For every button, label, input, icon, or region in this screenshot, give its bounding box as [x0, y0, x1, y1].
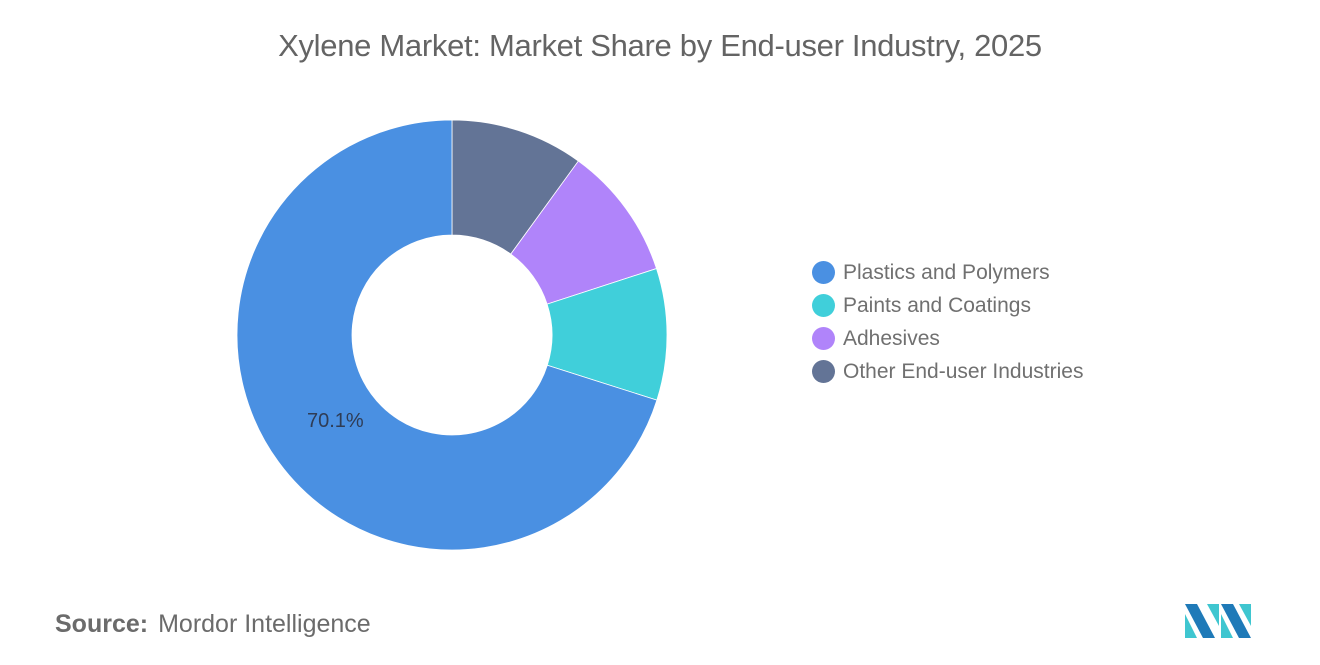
source-value: Mordor Intelligence [158, 610, 371, 638]
legend-item-adhesives[interactable]: Adhesives [812, 322, 1083, 355]
source-label: Source: [55, 610, 149, 638]
legend-dot-icon [812, 360, 835, 383]
legend-label: Paints and Coatings [843, 293, 1031, 317]
legend-dot-icon [812, 294, 835, 317]
legend-label: Adhesives [843, 326, 940, 350]
chart-title: Xylene Market: Market Share by End-user … [278, 28, 1042, 63]
legend-label: Other End-user Industries [843, 359, 1084, 383]
legend-dot-icon [812, 261, 835, 284]
legend-item-other-end-user-industries[interactable]: Other End-user Industries [812, 355, 1083, 388]
donut-slices [236, 119, 668, 551]
source-note: Source: Mordor Intelligence [55, 610, 371, 639]
legend-item-plastics-and-polymers[interactable]: Plastics and Polymers [812, 256, 1083, 289]
legend: Plastics and Polymers Paints and Coating… [812, 256, 1083, 388]
legend-dot-icon [812, 327, 835, 350]
data-label-plastics: 70.1% [307, 410, 364, 432]
slice-plastics-and-polymers[interactable] [236, 119, 658, 551]
legend-item-paints-and-coatings[interactable]: Paints and Coatings [812, 289, 1083, 322]
legend-label: Plastics and Polymers [843, 260, 1050, 284]
mordor-intelligence-logo-icon [1185, 604, 1251, 638]
